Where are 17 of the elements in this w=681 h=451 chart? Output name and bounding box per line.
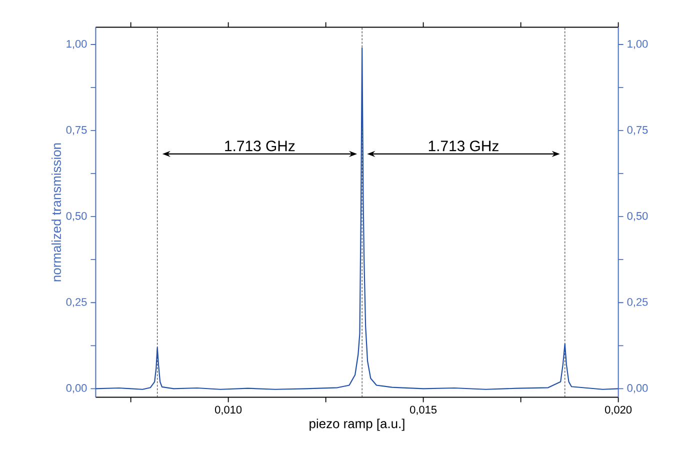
x-tick-label: 0,020: [605, 406, 632, 415]
y-tick-label: 0,75: [66, 126, 87, 136]
x-tick-label: 0,015: [410, 406, 437, 415]
annotation: 1.713 GHz: [225, 140, 295, 152]
y-tick-label: 0,00: [66, 384, 87, 394]
y-tick-label: 1,00: [66, 40, 87, 50]
y-tick-label: 0,25: [66, 298, 87, 308]
x-axis-title: piezo ramp [a.u.]: [310, 418, 404, 431]
annotation: 1.713 GHz: [428, 140, 498, 152]
y-tick-label: 0,50: [66, 212, 87, 222]
y2-tick-label: 0,25: [627, 298, 648, 308]
y2-tick-label: 0,00: [627, 384, 648, 394]
y2-tick-label: 1,00: [628, 40, 648, 50]
y-axis-title: normalized transmission: [52, 143, 62, 282]
y2-tick-label: 0,50: [627, 212, 648, 222]
x-tick-label: 0,010: [215, 406, 242, 415]
y2-tick-label: 0,75: [627, 126, 648, 136]
